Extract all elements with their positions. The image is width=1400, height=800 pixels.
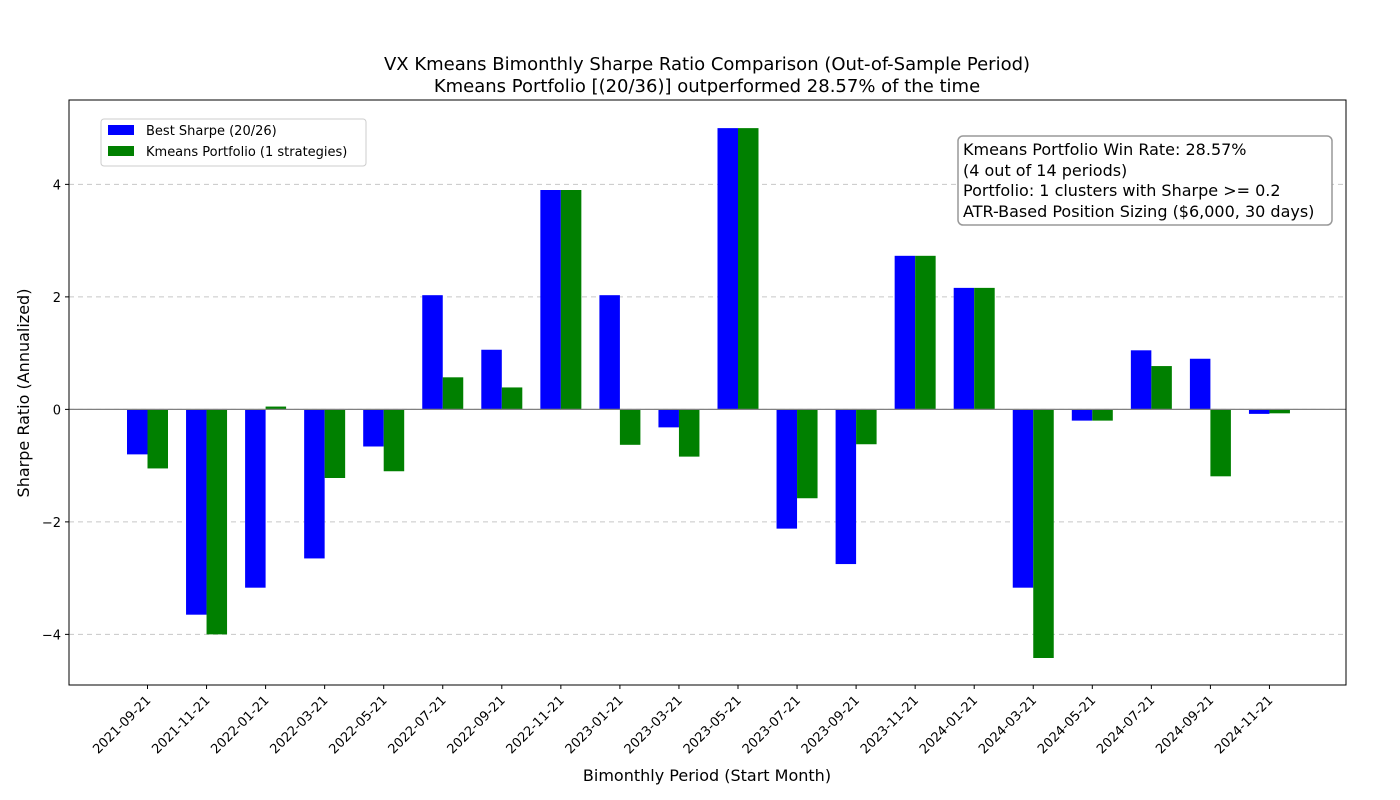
annotation-box: [957, 135, 1333, 226]
y-tick-label: −4: [42, 628, 61, 643]
bar-kmeans-portfolio-2024-01-21: [974, 287, 995, 410]
annotation-line-win-rate: Kmeans Portfolio Win Rate: 28.57%: [963, 140, 1247, 159]
x-tick-label: 2022-05-21: [326, 693, 390, 757]
bar-best-sharpe-2021-09-21: [127, 409, 148, 455]
bar-best-sharpe-2022-07-21: [422, 295, 443, 410]
x-tick-label: 2023-01-21: [563, 693, 627, 757]
bar-kmeans-portfolio-2024-03-21: [1033, 409, 1054, 658]
plot-frame: [68, 99, 1347, 686]
bar-best-sharpe-2023-01-21: [599, 295, 620, 410]
bars: [127, 128, 1290, 658]
bar-best-sharpe-2022-03-21: [304, 409, 325, 559]
bar-best-sharpe-2024-03-21: [1012, 409, 1034, 588]
bar-kmeans-portfolio-2023-11-21: [915, 255, 936, 410]
legend: Best Sharpe (20/26) Kmeans Portfolio (1 …: [100, 118, 367, 167]
y-tick-label: −2: [42, 516, 61, 531]
x-tick-label: 2023-11-21: [858, 693, 922, 757]
annotation-line-sizing: ATR-Based Position Sizing ($6,000, 30 da…: [963, 202, 1314, 221]
x-tick-label: 2022-07-21: [386, 693, 450, 757]
x-tick-label: 2024-07-21: [1094, 693, 1158, 757]
bar-kmeans-portfolio-2022-09-21: [501, 387, 523, 410]
x-tick-label: 2022-11-21: [504, 693, 568, 757]
bar-kmeans-portfolio-2024-11-21: [1269, 409, 1290, 414]
bar-best-sharpe-2024-09-21: [1189, 358, 1211, 410]
bar-kmeans-portfolio-2023-05-21: [738, 128, 759, 410]
legend-label-kmeans-portfolio: Kmeans Portfolio (1 strategies): [146, 145, 347, 160]
bar-kmeans-portfolio-2023-03-21: [678, 409, 700, 457]
x-tick-label: 2023-09-21: [799, 693, 863, 757]
bar-best-sharpe-2024-01-21: [953, 287, 975, 410]
legend-label-best-sharpe: Best Sharpe (20/26): [146, 124, 277, 139]
legend-swatch-best-sharpe: [108, 125, 134, 135]
bar-kmeans-portfolio-2024-05-21: [1092, 409, 1113, 421]
x-tick-label: 2024-05-21: [1035, 693, 1099, 757]
bar-best-sharpe-2023-07-21: [776, 409, 798, 529]
bar-best-sharpe-2022-11-21: [540, 190, 561, 410]
y-tick-label: 0: [53, 403, 61, 418]
bar-kmeans-portfolio-2022-01-21: [265, 406, 287, 410]
bar-kmeans-portfolio-2024-09-21: [1210, 409, 1231, 477]
x-axis: 2021-09-212021-11-212022-01-212022-03-21…: [90, 685, 1276, 757]
bar-best-sharpe-2021-11-21: [186, 409, 207, 615]
annotation-line-periods: (4 out of 14 periods): [963, 161, 1127, 180]
bar-best-sharpe-2022-01-21: [245, 409, 266, 588]
bar-best-sharpe-2024-05-21: [1071, 409, 1093, 421]
bar-kmeans-portfolio-2022-11-21: [560, 190, 582, 410]
x-tick-label: 2021-11-21: [149, 693, 213, 757]
bar-best-sharpe-2023-05-21: [717, 128, 738, 410]
x-tick-label: 2024-03-21: [976, 693, 1040, 757]
bar-best-sharpe-2024-11-21: [1248, 409, 1270, 414]
x-tick-label: 2024-11-21: [1212, 693, 1276, 757]
x-tick-label: 2023-03-21: [622, 693, 686, 757]
bar-kmeans-portfolio-2023-07-21: [797, 409, 818, 499]
bar-kmeans-portfolio-2021-09-21: [147, 409, 168, 469]
bar-kmeans-portfolio-2023-09-21: [856, 409, 877, 445]
chart-subtitle: Kmeans Portfolio [(20/36)] outperformed …: [434, 76, 980, 97]
bar-kmeans-portfolio-2024-07-21: [1151, 366, 1172, 410]
bar-kmeans-portfolio-2022-05-21: [383, 409, 405, 472]
x-tick-label: 2021-09-21: [90, 693, 154, 757]
bar-best-sharpe-2023-03-21: [658, 409, 679, 428]
x-tick-label: 2023-05-21: [681, 693, 745, 757]
bar-kmeans-portfolio-2022-07-21: [442, 377, 464, 410]
y-axis: −4 −2 0 2 4: [42, 178, 69, 643]
bar-best-sharpe-2023-09-21: [835, 409, 857, 565]
x-tick-label: 2024-09-21: [1153, 693, 1217, 757]
x-tick-label: 2024-01-21: [917, 693, 981, 757]
y-tick-label: 4: [53, 178, 61, 193]
x-tick-label: 2023-07-21: [740, 693, 804, 757]
bar-best-sharpe-2024-07-21: [1130, 350, 1152, 410]
bar-kmeans-portfolio-2023-01-21: [619, 409, 641, 445]
annotation-line-portfolio: Portfolio: 1 clusters with Sharpe >= 0.2: [963, 181, 1281, 200]
x-tick-label: 2022-01-21: [208, 693, 272, 757]
bar-kmeans-portfolio-2022-03-21: [324, 409, 346, 478]
x-tick-label: 2022-03-21: [267, 693, 331, 757]
bar-best-sharpe-2023-11-21: [894, 255, 916, 410]
bar-best-sharpe-2022-09-21: [481, 349, 502, 410]
legend-box: [100, 118, 367, 167]
y-tick-label: 2: [53, 291, 61, 306]
chart-title: VX Kmeans Bimonthly Sharpe Ratio Compari…: [384, 54, 1030, 75]
x-tick-label: 2022-09-21: [445, 693, 509, 757]
y-axis-label: Sharpe Ratio (Annualized): [14, 289, 33, 498]
win-rate-annotation: Kmeans Portfolio Win Rate: 28.57% (4 out…: [957, 135, 1333, 226]
legend-swatch-kmeans-portfolio: [108, 146, 134, 156]
bar-kmeans-portfolio-2021-11-21: [206, 409, 228, 635]
bar-best-sharpe-2022-05-21: [363, 409, 384, 447]
x-axis-label: Bimonthly Period (Start Month): [583, 766, 831, 785]
